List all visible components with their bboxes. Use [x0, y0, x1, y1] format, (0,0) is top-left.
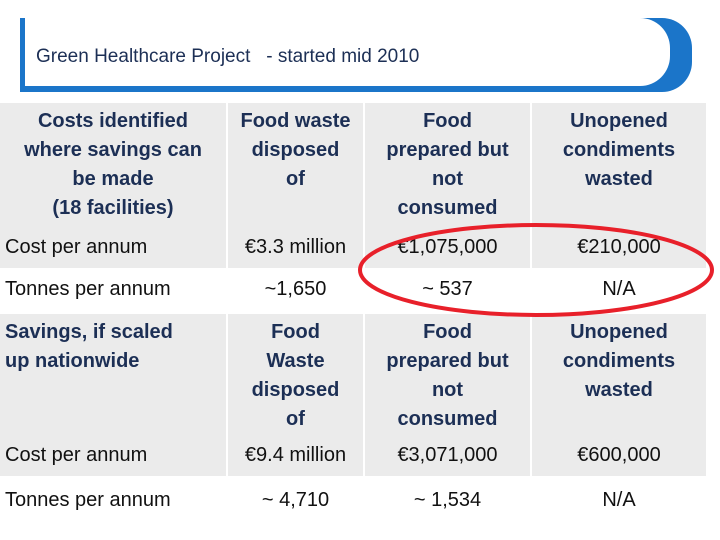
heading-line: Food	[423, 321, 472, 343]
cell-value: ~ 537	[422, 277, 473, 300]
heading-line: consumed	[397, 408, 498, 430]
cell-value: €9.4 million	[244, 444, 347, 466]
table-cell: Food prepared but not consumed €1,075,000	[365, 103, 530, 268]
cell-value: ~ 1,534	[413, 488, 482, 511]
column-heading: Savings, if scaled up nationwide	[5, 318, 226, 376]
cell-value: Cost per annum	[5, 236, 148, 258]
heading-line: not	[431, 379, 464, 401]
cell-value: ~ 4,710	[261, 488, 330, 511]
heading-line: Food waste	[240, 110, 351, 132]
heading-line: consumed	[397, 197, 498, 219]
heading-line: (18 facilities)	[52, 197, 174, 219]
header-panel	[25, 18, 670, 86]
cell-value: €3,071,000	[397, 444, 498, 466]
table-cell: Food waste disposed of €3.3 million	[228, 103, 363, 268]
heading-line: prepared but	[386, 350, 509, 372]
table-cell: Costs identified where savings can be made…	[0, 103, 226, 268]
heading-line: up nationwide	[5, 350, 140, 372]
table-cell: Tonnes per annum	[0, 476, 226, 524]
cell-value: Cost per annum	[5, 444, 148, 466]
column-heading: Food Waste disposed of	[228, 318, 363, 434]
cell-value: €210,000	[577, 236, 661, 258]
cell-value: €600,000	[577, 444, 661, 466]
heading-line: wasted	[585, 379, 653, 401]
table-cell: N/A	[532, 268, 706, 310]
cell-value: €1,075,000	[397, 236, 498, 258]
column-heading: Food waste disposed of	[228, 107, 363, 194]
heading-line: disposed	[251, 379, 340, 401]
heading-line: wasted	[585, 168, 653, 190]
heading-line: Unopened	[570, 321, 668, 343]
heading-line: Waste	[266, 350, 325, 372]
cell-value: N/A	[602, 277, 636, 300]
table-cell: ~ 4,710	[228, 476, 363, 524]
table-cell: Food prepared but not consumed €3,071,000	[365, 314, 530, 476]
heading-line: of	[286, 408, 305, 430]
column-heading: Food prepared but not consumed	[365, 318, 530, 434]
table-cell: Unopened condiments wasted €600,000	[532, 314, 706, 476]
heading-line: Costs identified	[37, 110, 188, 132]
table-cell: Savings, if scaled up nationwide Cost per …	[0, 314, 226, 476]
cell-value: Tonnes per annum	[5, 488, 171, 511]
heading-line: Food	[423, 110, 472, 132]
heading-line: condiments	[562, 139, 676, 161]
heading-line: of	[286, 168, 305, 190]
heading-line: condiments	[562, 350, 676, 372]
cell-value: ~1,650	[264, 277, 327, 300]
cell-value: N/A	[602, 488, 636, 511]
table-cell: Unopened condiments wasted €210,000	[532, 103, 706, 268]
table-cell: ~ 537	[365, 268, 530, 310]
table-cell: ~ 1,534	[365, 476, 530, 524]
cell-value: €3.3 million	[244, 236, 347, 258]
table-cell: ~1,650	[228, 268, 363, 310]
column-heading: Costs identified where savings can be made…	[5, 107, 226, 223]
heading-line: not	[431, 168, 464, 190]
heading-line: prepared but	[386, 139, 509, 161]
column-heading: Unopened condiments wasted	[532, 107, 706, 194]
table-cell: N/A	[532, 476, 706, 524]
cell-value: Tonnes per annum	[5, 277, 171, 300]
heading-line: Food	[271, 321, 320, 343]
heading-line: be made	[72, 168, 154, 190]
column-heading: Food prepared but not consumed	[365, 107, 530, 223]
heading-line: Savings, if scaled	[5, 321, 173, 343]
heading-line: Unopened	[570, 110, 668, 132]
column-heading: Unopened condiments wasted	[532, 318, 706, 405]
table-cell: Food Waste disposed of €9.4 million	[228, 314, 363, 476]
slide-title: Green Healthcare Project - started mid 2…	[36, 46, 420, 67]
heading-line: disposed	[251, 139, 340, 161]
heading-line: where savings can	[24, 139, 202, 161]
table-cell: Tonnes per annum	[0, 268, 226, 310]
